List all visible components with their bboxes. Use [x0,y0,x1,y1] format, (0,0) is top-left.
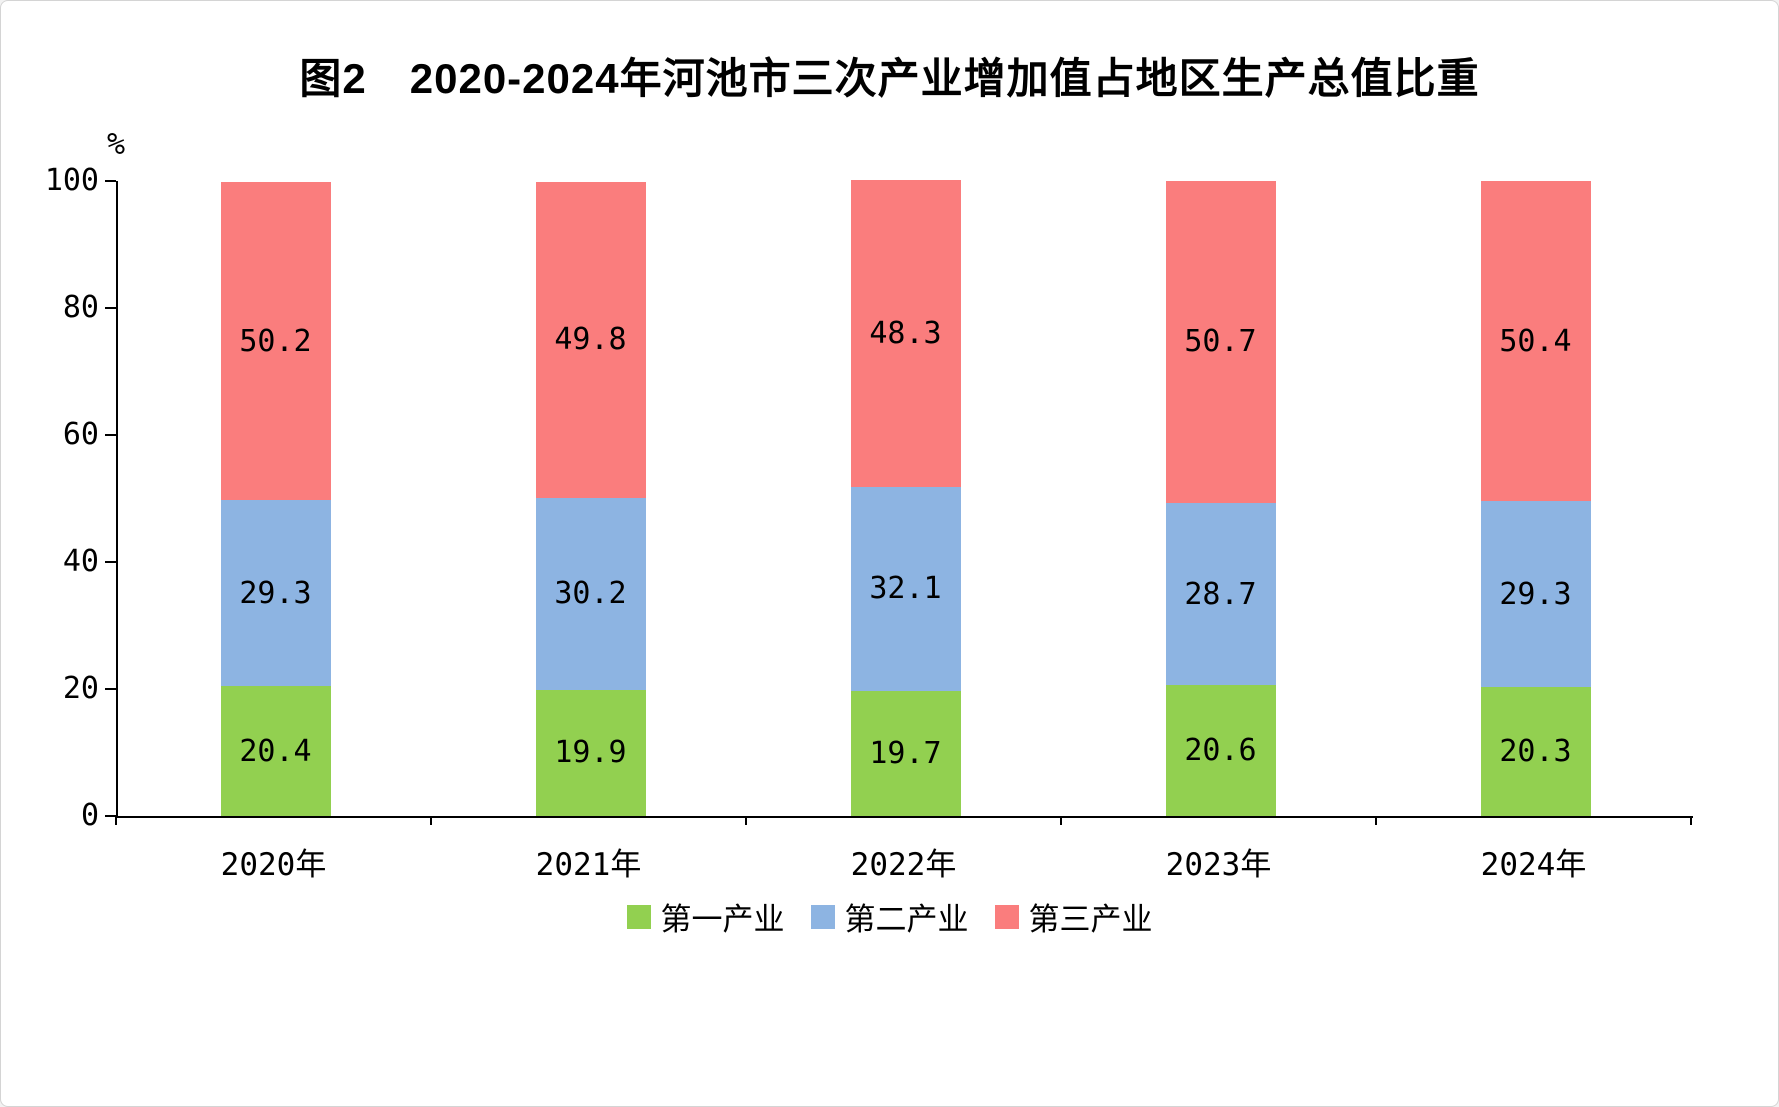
bar-segment-series-2: 29.3 [1480,501,1591,688]
bar-value-label: 50.7 [1184,324,1257,360]
y-axis-tick-label: 100 [44,163,99,198]
legend: 第一产业 第二产业 第三产业 [1,894,1778,939]
bar-value-label: 48.3 [869,316,942,352]
y-axis-tick-label: 0 [80,798,99,833]
y-axis-tick-label: 40 [62,544,99,579]
legend-item-series-1: 第一产业 [626,894,785,939]
bar-segment-series-3: 50.2 [220,181,331,501]
y-axis-tick-mark [105,561,116,563]
bar-segment-series-1: 19.9 [535,689,646,816]
x-axis-tick-mark [1690,816,1692,825]
x-axis-category-label: 2024年 [1480,847,1587,883]
y-axis-tick-mark [105,688,116,690]
y-axis-tick-label: 80 [62,290,99,325]
bar-segment-series-1: 20.3 [1480,687,1591,816]
legend-series-label: 第二产业 [844,902,969,937]
bar-segment-series-1: 19.7 [850,690,961,816]
bar-value-label: 19.7 [869,735,942,771]
bar-segment-series-2: 28.7 [1165,502,1276,686]
y-axis-tick-label: 20 [62,671,99,706]
bar-value-label: 20.4 [239,733,312,769]
bar-value-label: 30.2 [554,576,627,612]
bar-value-label: 20.3 [1499,734,1572,770]
chart-title: 图2 2020-2024年河池市三次产业增加值占地区生产总值比重 [299,55,1480,102]
bar-value-label: 50.4 [1499,323,1572,359]
bar-segment-series-3: 49.8 [535,181,646,498]
x-axis-category-label: 2022年 [850,847,957,883]
legend-series-label: 第三产业 [1028,902,1153,937]
bar-segment-series-2: 32.1 [850,487,961,691]
x-axis-tick-mark [1060,816,1062,825]
y-axis-tick-label: 60 [62,417,99,452]
legend-series-label: 第一产业 [660,902,785,937]
x-axis-category-label: 2021年 [535,847,642,883]
y-axis-tick-mark [105,815,116,817]
bar-segment-series-3: 50.4 [1480,181,1591,502]
x-axis-tick-mark [115,816,117,825]
legend-swatch-icon [994,904,1019,929]
legend-item-series-3: 第三产业 [994,894,1153,939]
y-axis-tick-mark [105,434,116,436]
legend-swatch-icon [810,904,835,929]
bar-value-label: 20.6 [1184,733,1257,769]
y-axis-tick-mark [105,307,116,309]
y-axis-tick-mark [105,180,116,182]
x-axis-tick-mark [1375,816,1377,825]
bar-segment-series-2: 30.2 [535,497,646,690]
bar-segment-series-1: 20.6 [1165,685,1276,816]
bar-segment-series-3: 48.3 [850,180,961,488]
bar-segment-series-3: 50.7 [1165,181,1276,503]
bar-value-label: 50.2 [239,323,312,359]
x-axis-tick-mark [430,816,432,825]
bar-value-label: 32.1 [869,571,942,607]
plot-area: 20.4 29.3 50.2 19.9 30.2 49.8 19.7 32.1 48.3 20.6… [116,180,1693,818]
legend-item-series-2: 第二产业 [810,894,969,939]
bar-segment-series-1: 20.4 [220,686,331,816]
x-axis-category-label: 2023年 [1165,847,1272,883]
bar-value-label: 29.3 [239,575,312,611]
x-axis-labels: 2020年 2021年 2022年 2023年 2024年 [116,839,1691,884]
bar-value-label: 29.3 [1499,576,1572,612]
bar-value-label: 49.8 [554,322,627,358]
x-axis-tick-mark [745,816,747,825]
x-axis-category-label: 2020年 [220,847,327,883]
bar-segment-series-2: 29.3 [220,500,331,687]
bar-value-label: 28.7 [1184,576,1257,612]
legend-swatch-icon [626,904,651,929]
y-axis-unit-label: % [107,127,126,162]
bar-value-label: 19.9 [554,735,627,771]
